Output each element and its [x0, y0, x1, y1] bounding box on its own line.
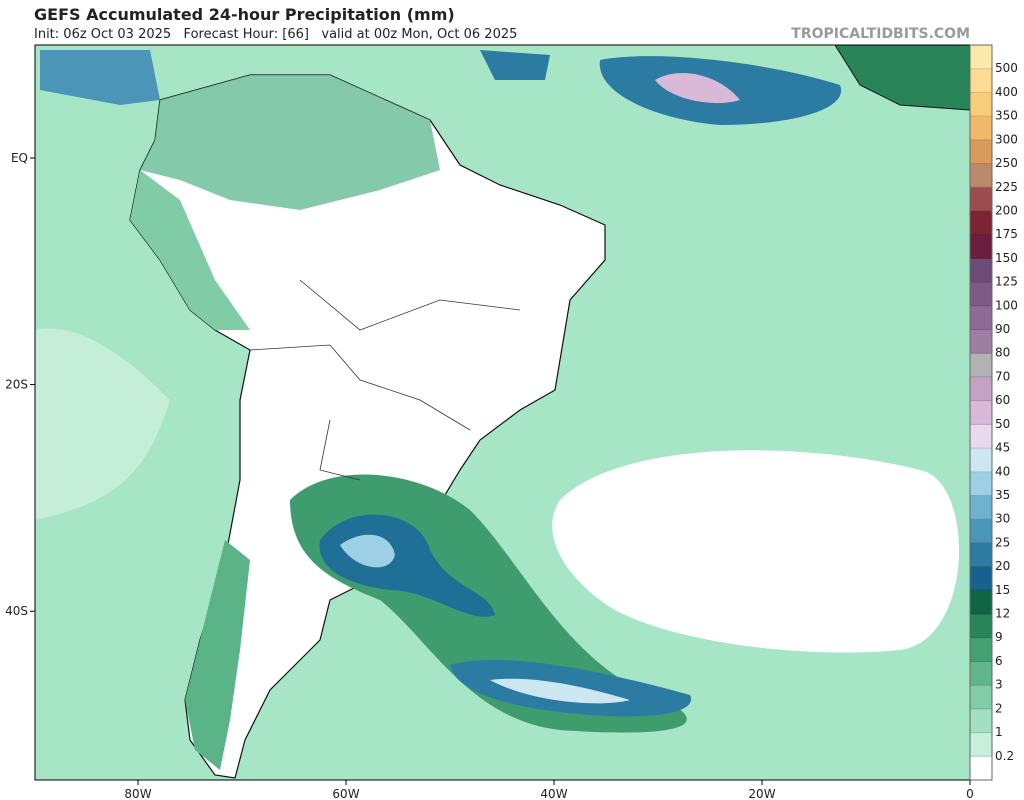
lon-label: 20W: [748, 787, 775, 800]
colorbar: 0.21236912152025303540455060708090100125…: [969, 44, 1018, 781]
axes: 80W 60W 40W 20W 0 EQ 20S 40S: [5, 151, 974, 800]
colorbar-swatch: [970, 329, 992, 354]
colorbar-label: 35: [995, 488, 1010, 502]
lat-label: 40S: [5, 604, 28, 618]
colorbar-swatch: [970, 637, 992, 662]
borders: [249, 279, 521, 481]
colorbar-label: 175: [995, 227, 1018, 241]
colorbar-label: 20: [995, 559, 1010, 573]
colorbar-label: 400: [995, 85, 1018, 99]
colorbar-swatch: [970, 542, 992, 567]
heavy-rain-south-core: [490, 678, 630, 704]
rain-andes: [130, 170, 250, 330]
colorbar-swatch: [970, 732, 992, 757]
colorbar-swatch: [970, 92, 992, 117]
title: GEFS Accumulated 24-hour Precipitation (…: [34, 5, 455, 24]
colorbar-label: 225: [995, 180, 1018, 194]
light-area: [35, 328, 170, 520]
colorbar-swatch: [970, 471, 992, 496]
heavy-rain-core: [340, 534, 395, 568]
lon-label: 80W: [124, 787, 151, 800]
colorbar-label: 15: [995, 583, 1010, 597]
south-america: [129, 74, 606, 779]
itcz-rain-west: [480, 50, 550, 80]
watermark: TROPICALTIDBITS.COM: [791, 26, 970, 42]
lat-label: EQ: [11, 151, 28, 165]
lon-label: 60W: [332, 787, 359, 800]
lon-label: 40W: [540, 787, 567, 800]
colorbar-label: 3: [995, 678, 1003, 692]
colorbar-swatch: [970, 566, 992, 591]
colorbar-swatch: [970, 45, 992, 70]
colorbar-label: 80: [995, 346, 1010, 360]
lat-label: 20S: [5, 378, 28, 392]
colorbar-label: 200: [995, 203, 1018, 217]
colorbar-label: 6: [995, 654, 1003, 668]
colorbar-label: 25: [995, 535, 1010, 549]
colorbar-label: 250: [995, 156, 1018, 170]
colorbar-label: 9: [995, 630, 1003, 644]
dry-area: [552, 450, 960, 653]
colorbar-swatch: [970, 376, 992, 401]
colorbar-label: 100: [995, 298, 1018, 312]
colorbar-label: 50: [995, 417, 1010, 431]
lon-label: 0: [966, 787, 974, 800]
colorbar-swatch: [970, 210, 992, 235]
colorbar-swatch: [970, 258, 992, 283]
colorbar-swatch: [970, 234, 992, 259]
colorbar-swatch: [970, 519, 992, 544]
colorbar-swatch: [970, 685, 992, 710]
colorbar-label: 45: [995, 441, 1010, 455]
colorbar-swatch: [970, 661, 992, 686]
pacific-rain: [40, 50, 160, 105]
colorbar-label: 60: [995, 393, 1010, 407]
colorbar-label: 150: [995, 251, 1018, 265]
colorbar-label: 125: [995, 275, 1018, 289]
colorbar-label: 500: [995, 61, 1018, 75]
colorbar-label: 0.2: [995, 749, 1014, 763]
colorbar-swatch: [970, 305, 992, 330]
colorbar-swatch: [970, 116, 992, 141]
colorbar-swatch: [970, 353, 992, 378]
colorbar-label: 90: [995, 322, 1010, 336]
colorbar-label: 2: [995, 701, 1003, 715]
colorbar-label: 70: [995, 369, 1010, 383]
colorbar-swatch: [970, 68, 992, 93]
colorbar-swatch: [970, 139, 992, 164]
colorbar-label: 12: [995, 607, 1010, 621]
colorbar-swatch: [970, 495, 992, 520]
colorbar-swatch: [970, 708, 992, 733]
colorbar-label: 1: [995, 725, 1003, 739]
rain-chile: [185, 540, 250, 770]
colorbar-label: 40: [995, 464, 1010, 478]
colorbar-swatch: [970, 756, 992, 781]
subtitle: Init: 06z Oct 03 2025 Forecast Hour: [66…: [34, 27, 517, 42]
colorbar-swatch: [970, 400, 992, 425]
colorbar-swatch: [970, 614, 992, 639]
rain-north: [140, 75, 440, 210]
colorbar-swatch: [970, 590, 992, 615]
colorbar-label: 300: [995, 132, 1018, 146]
colorbar-label: 30: [995, 512, 1010, 526]
colorbar-swatch: [970, 163, 992, 188]
colorbar-swatch: [970, 448, 992, 473]
africa: [834, 45, 970, 111]
colorbar-swatch: [970, 187, 992, 212]
colorbar-label: 350: [995, 109, 1018, 123]
map: [34, 44, 971, 781]
itcz-core: [655, 72, 740, 104]
colorbar-swatch: [970, 282, 992, 307]
colorbar-swatch: [970, 424, 992, 449]
colorbar-frame: [969, 44, 993, 781]
